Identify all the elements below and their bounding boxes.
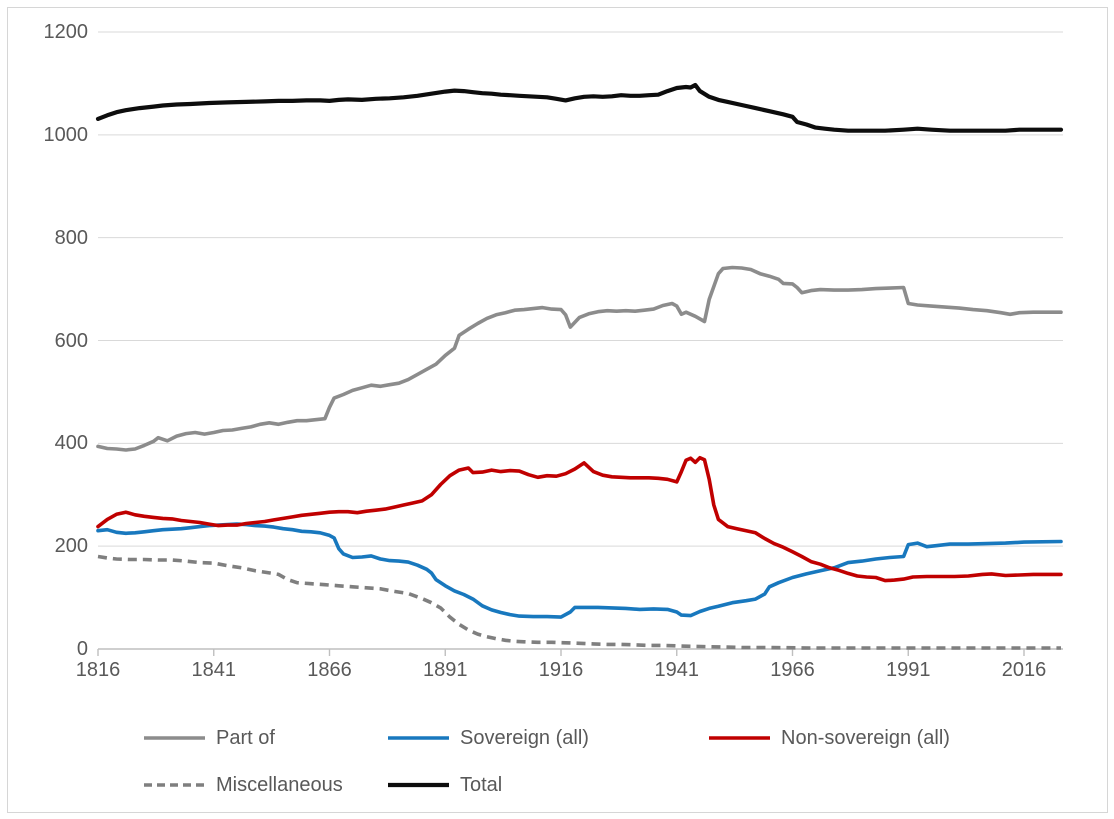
series-line-miscellaneous — [97, 554, 1061, 650]
x-axis-label-1816: 1816 — [75, 659, 121, 681]
legend-item-miscellaneous: Miscellaneous — [143, 773, 343, 797]
x-axis-label-1966: 1966 — [770, 659, 815, 681]
legend-item-total: Total — [387, 773, 502, 797]
x-axis-label-1866: 1866 — [307, 659, 352, 681]
y-axis-label-1000: 1000 — [43, 123, 89, 146]
legend-item-non-sovereign-all: Non-sovereign (all) — [708, 726, 950, 750]
y-axis-label-400: 400 — [54, 432, 88, 455]
legend-label-total: Total — [460, 773, 503, 796]
legend-label-non-sovereign-all: Non-sovereign (all) — [781, 726, 950, 749]
series-line-non-sovereign-all — [96, 455, 1063, 583]
series-line-sovereign-all — [96, 522, 1063, 619]
y-axis-label-1200: 1200 — [43, 21, 89, 43]
legend-item-part-of: Part of — [143, 726, 275, 750]
y-axis-label-200: 200 — [54, 535, 88, 558]
x-axis-label-1991: 1991 — [886, 659, 931, 681]
legend-swatch-part-of-icon — [144, 736, 205, 740]
series-line-part-of — [96, 265, 1063, 452]
x-axis-label-2016: 2016 — [1001, 659, 1047, 681]
legend-item-sovereign-all: Sovereign (all) — [387, 726, 589, 750]
series-line-total — [95, 82, 1064, 133]
x-axis-label-1916: 1916 — [538, 659, 584, 681]
chart-border-frame — [7, 7, 1108, 813]
legend-label-part-of: Part of — [216, 726, 275, 749]
x-axis-label-1841: 1841 — [191, 659, 237, 681]
legend-swatch-sovereign-all-icon — [388, 736, 449, 740]
legend-swatch-miscellaneous-icon — [144, 783, 205, 787]
legend-label-miscellaneous: Miscellaneous — [216, 773, 343, 796]
legend-label-sovereign-all: Sovereign (all) — [460, 726, 589, 749]
y-axis-label-0: 0 — [76, 638, 88, 660]
x-axis-label-1891: 1891 — [423, 659, 468, 681]
legend-swatch-non-sovereign-all-icon — [709, 736, 770, 740]
x-axis-label-1941: 1941 — [654, 659, 700, 681]
y-axis-label-600: 600 — [54, 329, 88, 352]
legend-swatch-total-icon — [388, 782, 449, 788]
y-axis-label-800: 800 — [54, 226, 88, 249]
